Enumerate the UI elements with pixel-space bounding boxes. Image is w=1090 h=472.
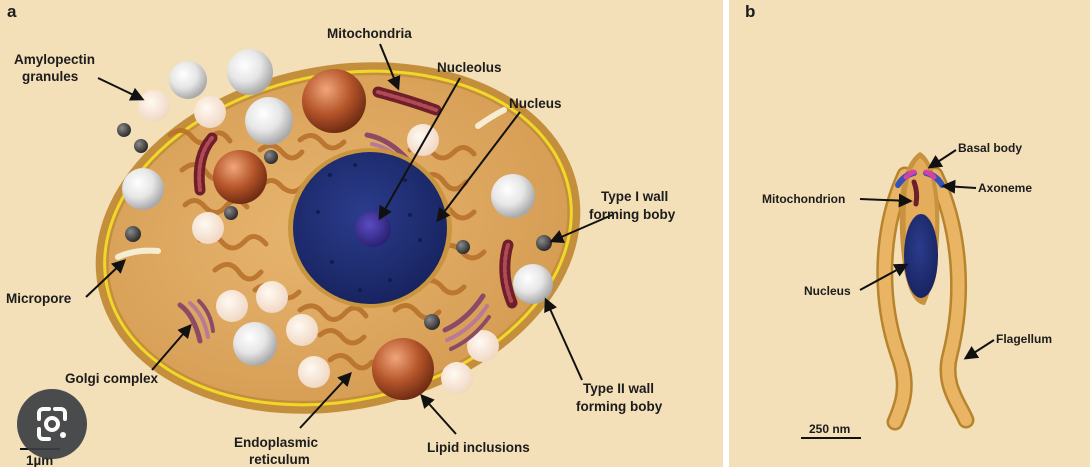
label-nucleolus: Nucleolus [437,60,502,75]
label-scale-b: 250 nm [809,422,850,436]
panel-a-letter: a [7,2,17,21]
type-one-wall-bodies [117,123,552,330]
micropore-left [115,247,161,260]
amylopectin-granules [122,49,553,366]
label-nucleus-b: Nucleus [804,284,851,298]
label-amylopectin-line2: granules [22,69,78,84]
panel-b-leader-lines [859,149,995,360]
google-lens-button[interactable] [17,389,87,459]
cream-granules [138,90,499,394]
label-flagellum: Flagellum [996,332,1052,346]
label-mitochondrion: Mitochondrion [762,192,845,206]
panel-divider [723,0,729,467]
label-type-one-line2: forming boby [589,207,676,222]
mitochondria-organelles [193,86,518,309]
panel-b-letter: b [745,2,755,21]
label-nucleus: Nucleus [509,96,562,111]
micropore-right [475,107,507,129]
label-er-line2: reticulum [249,452,310,467]
label-mitochondria: Mitochondria [327,26,412,41]
panel-a-leader-lines [85,43,613,435]
sporozoite-body [876,152,975,431]
google-lens-icon [37,407,67,441]
label-golgi-complex: Golgi complex [65,371,159,386]
label-basal-body: Basal body [958,141,1022,155]
lipid-inclusions [213,69,434,400]
label-lipid-inclusions: Lipid inclusions [427,440,530,455]
label-micropore: Micropore [6,291,72,306]
label-type-one-line1: Type I wall [601,189,668,204]
label-type-two-line2: forming boby [576,399,663,414]
nucleus-organelle [288,148,452,308]
label-axoneme: Axoneme [978,181,1032,195]
label-type-two-line1: Type II wall [583,381,654,396]
label-er-line1: Endoplasmic [234,435,319,450]
label-amylopectin-line1: Amylopectin [14,52,95,67]
